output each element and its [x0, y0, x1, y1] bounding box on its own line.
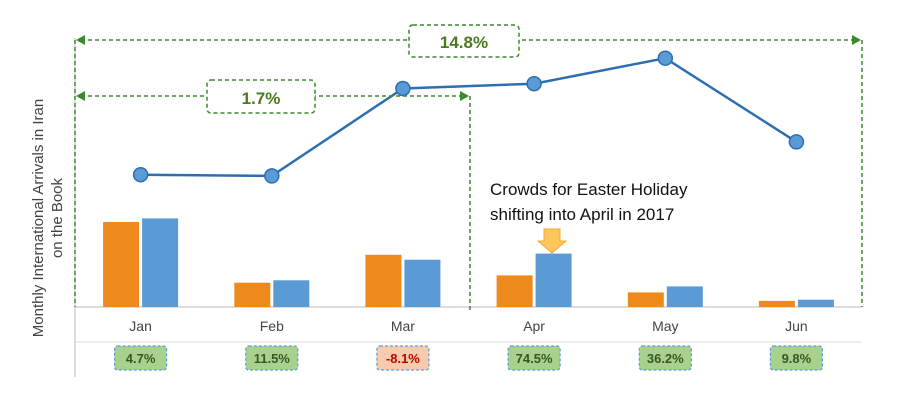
x-tick-feb: Feb [260, 318, 284, 334]
span-all-label-box [408, 24, 520, 58]
bar-1-feb [234, 282, 271, 307]
growth-box-feb [245, 345, 299, 371]
span-all: 14.8% [74, 24, 863, 307]
growth-label-mar: -8.1% [386, 351, 420, 366]
annotation-line-1: Crowds for Easter Holiday [490, 180, 688, 199]
line-series-path [140, 56, 798, 178]
x-tick-labels: Jan Feb Mar Apr May Jun [129, 318, 807, 334]
bar-2-mar [404, 259, 441, 307]
x-tick-apr: Apr [523, 318, 545, 334]
bar-1-jun [758, 300, 795, 307]
growth-box-jan [113, 345, 168, 371]
line-point-may [657, 50, 674, 66]
line-series [132, 50, 805, 184]
easter-annotation: Crowds for Easter Holiday shifting into … [490, 180, 688, 254]
x-tick-mar: Mar [391, 318, 415, 334]
bar-2-may [666, 286, 703, 307]
y-axis-title: Monthly International Arrivals in Iran o… [30, 99, 66, 337]
line-point-jun [788, 134, 805, 150]
bar-1-may [627, 292, 664, 307]
span-all-right-arrowhead [852, 35, 861, 45]
line-point-feb [264, 168, 280, 184]
bar-2-jun [797, 299, 834, 307]
bars [103, 218, 834, 307]
span-q1: 1.7% [76, 79, 471, 310]
span-q1-right-arrowhead [460, 91, 469, 101]
span-all-label: 14.8% [440, 33, 488, 52]
bar-2-feb [273, 280, 310, 307]
bar-1-mar [365, 254, 402, 307]
growth-box-may [638, 345, 692, 371]
growth-label-may: 36.2% [647, 351, 684, 366]
annotation-line-2: shifting into April in 2017 [490, 205, 674, 224]
growth-label-feb: 11.5% [254, 351, 291, 366]
growth-box-mar [376, 345, 430, 371]
y-axis-title-line-2: on the Book [49, 177, 66, 258]
span-all-left-arrowhead [76, 35, 85, 45]
down-arrow-icon [536, 228, 568, 254]
growth-label-jun: 9.8% [782, 351, 812, 366]
line-point-mar [395, 80, 411, 97]
y-axis-title-line-1: Monthly International Arrivals in Iran [30, 99, 47, 337]
bar-1-jan [103, 222, 140, 307]
span-q1-label-box [206, 79, 316, 114]
bar-1-apr [496, 275, 533, 307]
growth-labels: 4.7% 11.5% -8.1% 74.5% 36.2% 9.8% [113, 345, 824, 371]
span-q1-label: 1.7% [242, 89, 281, 108]
x-tick-jun: Jun [785, 318, 808, 334]
line-point-jan [132, 166, 149, 183]
growth-box-jun [769, 345, 824, 371]
span-q1-left-arrowhead [76, 91, 85, 101]
bar-2-apr [535, 253, 572, 307]
x-tick-may: May [652, 318, 678, 334]
bar-2-jan [142, 218, 179, 307]
x-tick-jan: Jan [129, 318, 152, 334]
growth-label-jan: 4.7% [126, 351, 156, 366]
growth-box-apr [507, 345, 561, 371]
growth-label-apr: 74.5% [516, 351, 553, 366]
line-point-apr [526, 75, 542, 92]
